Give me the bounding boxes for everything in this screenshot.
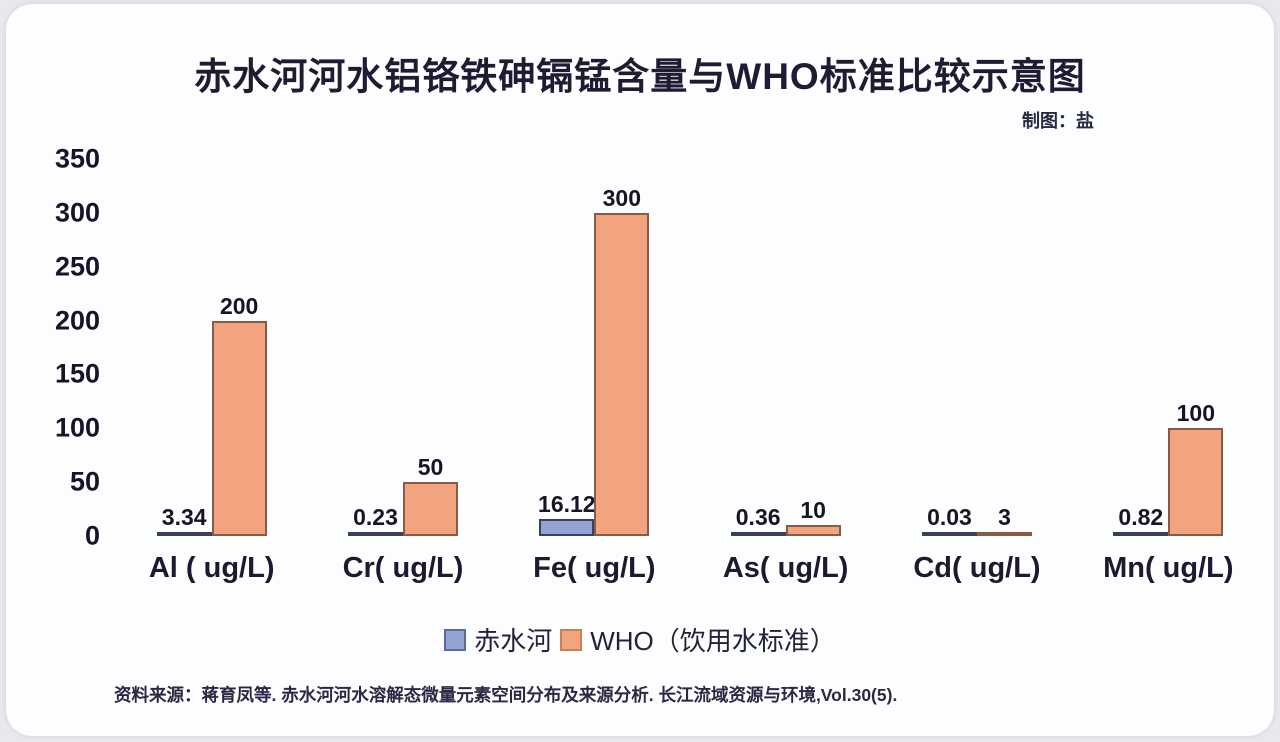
chishui-bar: 0.82 — [1113, 506, 1169, 536]
category-label: Al ( ug/L) — [148, 552, 275, 584]
category-axis-spacer — [6, 552, 116, 585]
who-bar: 300 — [594, 186, 650, 536]
bar-value-label: 300 — [602, 184, 641, 211]
category-label: As( ug/L) — [722, 552, 849, 584]
bar-value-label: 0.82 — [1118, 504, 1164, 530]
category-label: Cr( ug/L) — [342, 552, 464, 584]
bar-group: 0.82 100 — [1073, 159, 1264, 536]
chart-card: 赤水河河水铝铬铁砷镉锰含量与WHO标准比较示意图 制图：盐 350 300 250 2… — [6, 4, 1274, 736]
chishui-bar: 0.23 — [347, 506, 403, 536]
chishui-bar: 0.36 — [730, 506, 786, 536]
bar-value-label: 3 — [998, 504, 1011, 530]
bar-value-label: 0.03 — [927, 504, 972, 530]
who-bar: 3 — [976, 506, 1032, 536]
bar-value-label: 50 — [417, 454, 444, 481]
chishui-bar: 3.34 — [156, 506, 212, 536]
y-tick-label: 200 — [54, 305, 100, 336]
bar-group: 0.23 50 — [307, 159, 498, 536]
bar-group: 16.12 300 — [499, 159, 690, 536]
category-label: Fe( ug/L) — [533, 552, 656, 584]
legend-swatch-who — [560, 628, 583, 651]
y-axis: 350 300 250 200 150 100 50 0 — [6, 145, 116, 549]
bar-value-label: 3.34 — [161, 504, 207, 530]
bar-group: 3.34 200 — [116, 159, 307, 536]
plot-area: 3.34 200 0.23 50 16.12 300 0.36 10 0.03 3 0.82 100 — [116, 159, 1264, 536]
bar-group: 0.03 3 — [881, 159, 1072, 536]
plot-row: 350 300 250 200 150 100 50 0 3.34 200 0.23 50 16.12… — [6, 145, 1274, 549]
bar-value-label: 100 — [1176, 400, 1215, 427]
legend-swatch-chishui — [444, 628, 467, 651]
y-tick-label: 50 — [69, 466, 100, 497]
legend-label: WHO（饮用水标准） — [590, 626, 836, 656]
category-axis: Al ( ug/L) Cr( ug/L) Fe( ug/L) As( ug/L) Cd(… — [6, 552, 1274, 585]
y-tick-label: 250 — [54, 251, 100, 282]
legend: 赤水河 WHO（饮用水标准） — [6, 621, 1274, 658]
bar-value-label: 0.23 — [353, 504, 398, 530]
source-note: 资料来源：蒋育凤等. 赤水河河水溶解态微量元素空间分布及来源分析. 长江流域资源… — [114, 685, 898, 705]
category-label: Cd( ug/L) — [913, 552, 1041, 584]
category-labels: Al ( ug/L) Cr( ug/L) Fe( ug/L) As( ug/L) Cd(… — [116, 552, 1264, 585]
bar-value-label: 10 — [800, 497, 826, 524]
legend-item-chishui: 赤水河 — [444, 621, 552, 658]
bar-group: 0.36 10 — [690, 159, 881, 536]
who-bar: 200 — [211, 294, 267, 536]
who-bar: 100 — [1168, 402, 1224, 536]
page-title: 赤水河河水铝铬铁砷镉锰含量与WHO标准比较示意图 — [194, 56, 1086, 97]
legend-item-who: WHO（饮用水标准） — [560, 621, 836, 658]
who-bar: 10 — [785, 499, 841, 536]
y-tick-label: 300 — [54, 197, 100, 228]
bar-value-label: 0.36 — [735, 504, 781, 530]
y-tick-label: 350 — [54, 143, 100, 174]
y-tick-label: 150 — [54, 358, 100, 389]
credit-line: 制图：盐 — [1022, 111, 1094, 131]
bar-value-label: 200 — [219, 292, 259, 319]
chishui-bar: 16.12 — [538, 492, 596, 536]
chishui-bar: 0.03 — [921, 506, 977, 536]
y-tick-label: 100 — [54, 412, 100, 443]
category-label: Mn( ug/L) — [1103, 552, 1234, 584]
legend-label: 赤水河 — [474, 626, 553, 656]
y-tick-label: 0 — [84, 520, 100, 551]
bar-value-label: 16.12 — [538, 490, 596, 517]
who-bar: 50 — [402, 456, 458, 536]
